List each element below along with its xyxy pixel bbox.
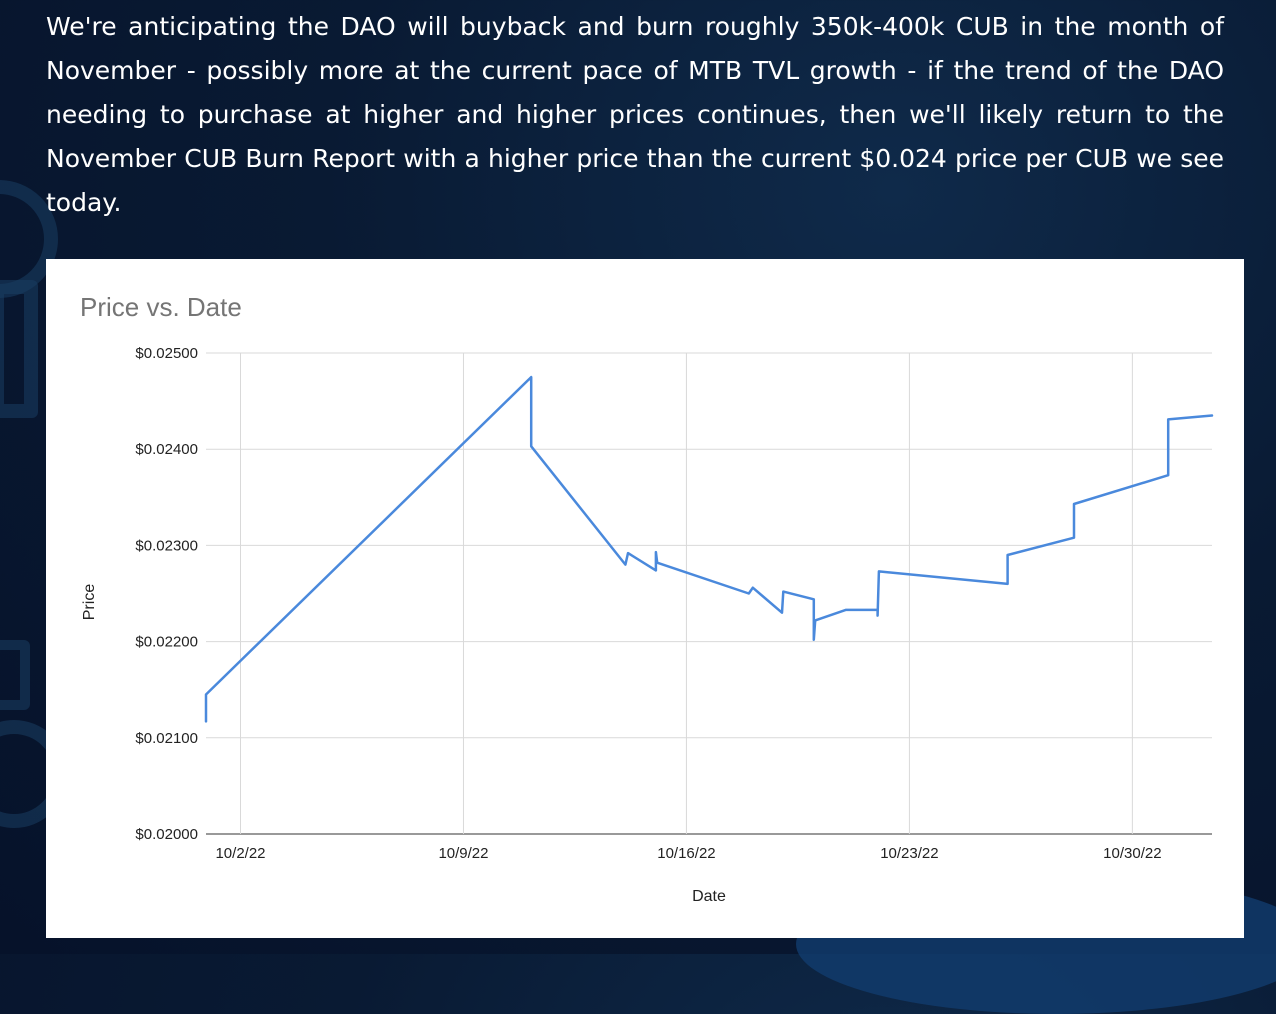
price-series-line bbox=[204, 375, 1214, 723]
y-tick-label: $0.02500 bbox=[135, 345, 198, 362]
x-tick-label: 10/16/22 bbox=[657, 845, 715, 862]
x-tick-label: 10/23/22 bbox=[880, 845, 938, 862]
x-axis-ticks: 10/2/22 10/9/22 10/16/22 10/23/22 10/30/22 bbox=[215, 845, 1161, 862]
price-chart-card: Price vs. Date $0.02000 $0.02100 $0.02200 $… bbox=[46, 259, 1244, 938]
y-tick-label: $0.02100 bbox=[135, 730, 198, 747]
series bbox=[204, 375, 1214, 723]
x-tick-label: 10/2/22 bbox=[215, 845, 265, 862]
price-vs-date-chart: Price vs. Date $0.02000$0.02100$0.02200$… bbox=[80, 292, 1214, 905]
y-axis-ticks: $0.02000 $0.02100 $0.02200 $0.02300 $0.02400… bbox=[135, 345, 198, 843]
grid bbox=[206, 352, 1212, 835]
y-tick-label: $0.02000 bbox=[135, 826, 198, 843]
chart-title: Price vs. Date bbox=[80, 292, 242, 322]
x-tick-label: 10/30/22 bbox=[1103, 845, 1161, 862]
intro-paragraph: We're anticipating the DAO will buyback … bbox=[46, 12, 1224, 217]
y-axis-label: Price bbox=[81, 584, 98, 621]
x-axis-label: Date bbox=[692, 888, 726, 905]
y-tick-label: $0.02200 bbox=[135, 634, 198, 651]
background-decoration bbox=[0, 280, 38, 418]
y-tick-label: $0.02400 bbox=[135, 441, 198, 458]
background-decoration bbox=[0, 640, 30, 710]
x-tick-label: 10/9/22 bbox=[438, 845, 488, 862]
y-tick-label: $0.02300 bbox=[135, 537, 198, 554]
